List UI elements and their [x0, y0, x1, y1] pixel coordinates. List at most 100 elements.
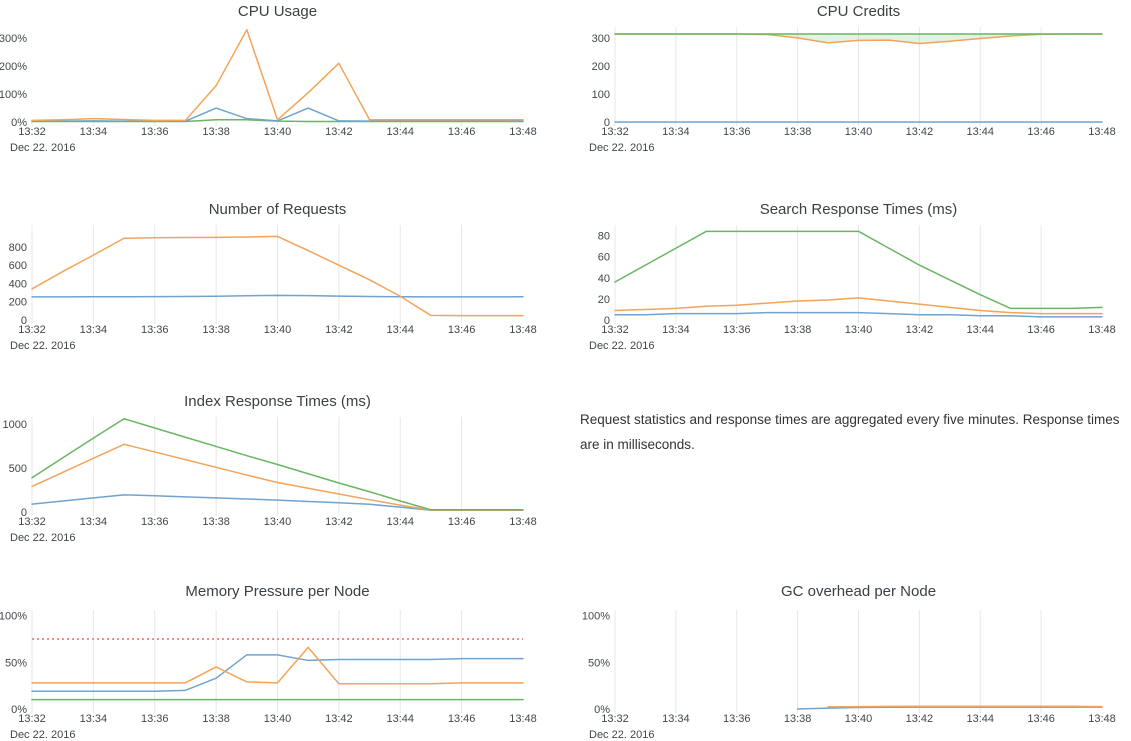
chart-title: Number of Requests [209, 201, 347, 218]
x-axis-tick-label: 13:40 [264, 126, 292, 138]
series-fill-area [615, 33, 1102, 44]
x-axis-tick-label: 13:38 [202, 324, 230, 336]
x-axis-tick-label: 13:32 [18, 126, 46, 138]
x-axis-tick-label: 13:38 [202, 713, 230, 725]
x-axis-tick-label: 13:32 [601, 713, 629, 725]
y-axis-tick-label: 100% [0, 611, 27, 623]
chart-number-of-requests: 13:32 13:34 13:36 13:38 13:40 13:42 13:44 13:46… [0, 198, 565, 368]
x-axis-tick-label: 13:40 [264, 713, 292, 725]
x-axis-tick-label: 13:44 [386, 516, 414, 528]
y-axis-tick-label: 0 [21, 315, 27, 327]
x-axis-tick-label: 13:38 [784, 126, 812, 138]
x-axis-tick-label: 13:36 [723, 713, 751, 725]
x-axis-tick-label: 13:46 [448, 126, 476, 138]
series-line-blue [31, 107, 524, 122]
y-axis-tick-label: 50% [588, 657, 610, 669]
chart-canvas: 13:32 13:34 13:36 13:38 13:40 13:42 13:44 13:46… [589, 3, 1116, 154]
y-axis-tick-label: 20 [598, 294, 610, 306]
x-axis-tick-label: 13:36 [141, 324, 169, 336]
x-axis-tick-label: 13:48 [509, 126, 537, 138]
y-axis-tick-label: 500 [9, 463, 27, 475]
x-axis-tick-label: 13:38 [202, 126, 230, 138]
y-axis-tick-label: 300 [592, 33, 610, 45]
x-axis-tick-label: 13:46 [448, 324, 476, 336]
x-axis-tick-label: 13:34 [662, 713, 690, 725]
chart-index-response-times: 13:32 13:34 13:36 13:38 13:40 13:42 13:44 13:46… [0, 390, 565, 560]
x-axis-tick-label: 13:38 [202, 516, 230, 528]
y-axis-tick-label: 60 [598, 252, 610, 264]
x-axis-tick-label: 13:42 [325, 516, 353, 528]
x-axis-tick-label: 13:34 [662, 324, 690, 336]
x-axis-tick-label: 13:38 [784, 324, 812, 336]
y-axis-tick-label: 200 [9, 297, 27, 309]
x-axis-tick-label: 13:36 [141, 713, 169, 725]
date-label: Dec 22. 2016 [10, 729, 75, 741]
x-axis-tick-label: 13:44 [386, 713, 414, 725]
chart-canvas: 13:32 13:34 13:36 13:38 13:40 13:42 13:44 13:46… [9, 201, 537, 352]
chart-title: Search Response Times (ms) [760, 201, 958, 218]
series-line-green [31, 418, 524, 511]
x-axis-tick-label: 13:46 [1027, 324, 1055, 336]
date-label: Dec 22. 2016 [589, 729, 654, 741]
x-axis-tick-label: 13:40 [264, 516, 292, 528]
series-line-orange [614, 297, 1103, 315]
series-line-orange [31, 646, 524, 685]
x-axis-tick-label: 13:40 [845, 126, 873, 138]
x-axis-tick-label: 13:46 [1027, 126, 1055, 138]
x-axis-tick-label: 13:42 [906, 126, 934, 138]
chart-canvas: 13:32 13:34 13:36 13:38 13:40 13:42 13:44 13:46… [3, 393, 537, 544]
x-axis-tick-label: 13:46 [448, 516, 476, 528]
x-axis-tick-label: 13:44 [966, 713, 994, 725]
chart-canvas: 13:32 13:34 13:36 13:38 13:40 13:42 13:44 13:46… [0, 3, 537, 154]
y-axis-tick-label: 0% [11, 704, 27, 716]
series-line-blue [31, 294, 524, 298]
series-line-blue [614, 311, 1103, 318]
chart-cpu-credits: 13:32 13:34 13:36 13:38 13:40 13:42 13:44 13:46… [565, 0, 1131, 170]
x-axis-tick-label: 13:44 [966, 324, 994, 336]
chart-title: Memory Pressure per Node [185, 583, 369, 600]
chart-search-response-times: 13:32 13:34 13:36 13:38 13:40 13:42 13:44 13:46… [565, 198, 1131, 368]
chart-cpu-usage: 13:32 13:34 13:36 13:38 13:40 13:42 13:44 13:46… [0, 0, 565, 170]
series-line-orange [31, 235, 524, 317]
x-axis-tick-label: 13:42 [906, 713, 934, 725]
x-axis-tick-label: 13:48 [509, 516, 537, 528]
x-axis-tick-label: 13:36 [141, 516, 169, 528]
x-axis-tick-label: 13:44 [386, 126, 414, 138]
series-line-blue [796, 706, 1103, 710]
date-label: Dec 22. 2016 [10, 532, 75, 544]
y-axis-tick-label: 50% [5, 657, 27, 669]
chart-memory-pressure: 13:32 13:34 13:36 13:38 13:40 13:42 13:44 13:46… [0, 580, 565, 741]
y-axis-tick-label: 600 [9, 260, 27, 272]
y-axis-tick-label: 0 [604, 117, 610, 129]
chart-gc-overhead: 13:32 13:34 13:36 13:38 13:40 13:42 13:44 13:46… [565, 580, 1131, 741]
x-axis-tick-label: 13:40 [845, 324, 873, 336]
series-line-green [614, 230, 1103, 310]
x-axis-tick-label: 13:36 [723, 126, 751, 138]
chart-title: Index Response Times (ms) [184, 393, 371, 410]
series-line-orange [827, 705, 1103, 708]
chart-canvas: 13:32 13:34 13:36 13:38 13:40 13:42 13:44 13:46… [0, 583, 537, 741]
y-axis-tick-label: 80 [598, 231, 610, 243]
x-axis-tick-label: 13:42 [325, 126, 353, 138]
x-axis-tick-label: 13:48 [509, 713, 537, 725]
y-axis-tick-label: 300% [0, 33, 27, 45]
x-axis-tick-label: 13:40 [264, 324, 292, 336]
y-axis-tick-label: 800 [9, 242, 27, 254]
date-label: Dec 22. 2016 [589, 340, 654, 352]
x-axis-tick-label: 13:42 [325, 324, 353, 336]
x-axis-tick-label: 13:46 [1027, 713, 1055, 725]
x-axis-tick-label: 13:44 [386, 324, 414, 336]
y-axis-tick-label: 200 [592, 61, 610, 73]
y-axis-tick-label: 0 [21, 507, 27, 519]
x-axis-tick-label: 13:32 [18, 324, 46, 336]
series-line-orange [31, 29, 524, 122]
x-axis-tick-label: 13:36 [723, 324, 751, 336]
chart-plot-area[interactable] [32, 27, 523, 122]
y-axis-tick-label: 200% [0, 61, 27, 73]
series-line-blue [31, 654, 524, 693]
x-axis-tick-label: 13:34 [80, 713, 108, 725]
x-axis-tick-label: 13:48 [509, 324, 537, 336]
x-axis-tick-label: 13:48 [1088, 324, 1116, 336]
date-label: Dec 22. 2016 [589, 142, 654, 154]
